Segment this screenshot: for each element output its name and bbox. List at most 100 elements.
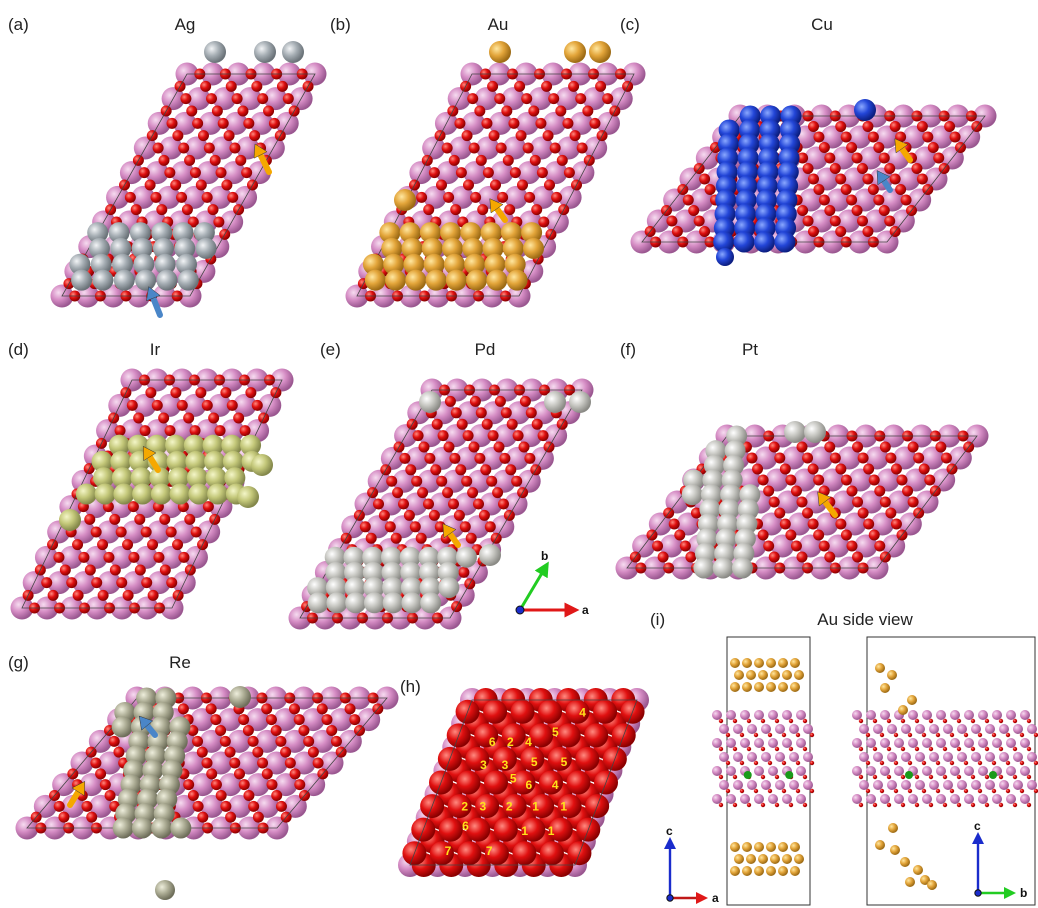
oxygen-atom [859, 747, 863, 751]
lattice-atom [803, 752, 813, 762]
oxygen-atom [127, 400, 138, 411]
lattice-atom [957, 780, 967, 790]
oxygen-atom [239, 779, 250, 790]
oxygen-atom [496, 143, 507, 154]
lattice-atom [1013, 752, 1023, 762]
axis-triad: cb [974, 819, 1027, 900]
gold-atom [754, 866, 764, 876]
oxygen-atom [747, 747, 751, 751]
oxygen-atom [513, 430, 524, 441]
lattice-atom [936, 794, 946, 804]
oxygen-atom [139, 167, 150, 178]
oxygen-atom [887, 803, 891, 807]
cluster-atom [426, 270, 447, 291]
oxygen-atom [803, 163, 814, 174]
lattice-atom [866, 766, 876, 776]
gold-atom [754, 842, 764, 852]
oxygen-atom [1013, 747, 1017, 751]
lattice-atom [992, 738, 1002, 748]
gold-atom [905, 877, 915, 887]
oxygen-atom [887, 775, 891, 779]
lattice-atom [943, 724, 953, 734]
lattice-atom [761, 780, 771, 790]
oxygen-atom [430, 464, 441, 475]
oxygen-atom [775, 719, 779, 723]
lattice-atom [887, 780, 897, 790]
cluster-atom [446, 270, 467, 291]
oxygen-atom [257, 758, 268, 769]
oxygen-atom [443, 192, 454, 203]
cluster-atom [693, 558, 714, 579]
oxygen-atom [887, 747, 891, 751]
oxygen-atom [489, 130, 500, 141]
cluster-atom [734, 232, 755, 253]
oxygen-atom [224, 130, 235, 141]
oxygen-atom [204, 143, 215, 154]
oxygen-atom [740, 761, 744, 765]
oxygen-atom [541, 81, 552, 92]
oxygen-atom [891, 464, 902, 475]
oxygen-atom [159, 514, 170, 525]
oxygen-atom [824, 442, 835, 453]
cluster-atom [804, 421, 826, 443]
oxygen-atom [885, 453, 896, 464]
oxygen-atom [1034, 733, 1038, 737]
oxygen-atom [462, 130, 473, 141]
lattice-atom [740, 794, 750, 804]
oxygen-atom [901, 775, 905, 779]
lattice-atom [908, 738, 918, 748]
oxygen-atom [810, 733, 814, 737]
gold-atom [770, 854, 780, 864]
oxygen-atom [846, 195, 857, 206]
oxygen-atom [192, 118, 203, 129]
lattice-atom [866, 710, 876, 720]
gold-atom [782, 854, 792, 864]
cluster-atom [544, 391, 566, 413]
oxygen-atom [802, 453, 813, 464]
oxygen-atom [519, 442, 530, 453]
oxygen-atom [73, 590, 84, 601]
oxygen-atom [467, 487, 478, 498]
oxygen-atom [1027, 747, 1031, 751]
oxygen-atom [263, 106, 274, 117]
oxygen-atom [943, 775, 947, 779]
oxygen-atom [740, 789, 744, 793]
oxygen-atom [957, 803, 961, 807]
panel-label: (d) [8, 340, 29, 359]
lattice-atom [971, 780, 981, 790]
panel-title: Au [488, 15, 509, 34]
axis-label: b [541, 549, 548, 563]
oxygen-atom [100, 779, 111, 790]
lattice-atom [733, 724, 743, 734]
oxygen-atom [944, 121, 955, 132]
oxygen-atom [78, 552, 89, 563]
cluster-atom [155, 880, 175, 900]
oxygen-atom [366, 533, 377, 544]
oxygen-atom [454, 118, 465, 129]
oxygen-atom [782, 761, 786, 765]
oxygen-atom [808, 464, 819, 475]
cluster-atom [237, 486, 259, 508]
oxygen-atom [919, 464, 930, 475]
oxygen-atom [233, 413, 244, 424]
oxygen-atom [774, 508, 785, 519]
oxygen-atom [847, 541, 858, 552]
oxygen-atom [72, 539, 83, 550]
oxygen-atom [150, 192, 161, 203]
lattice-atom [985, 752, 995, 762]
cluster-atom [784, 421, 806, 443]
oxygen-atom [593, 700, 617, 724]
lattice-atom [978, 766, 988, 776]
oxygen-atom [411, 476, 422, 487]
oxygen-atom [476, 155, 487, 166]
cluster-atom [151, 818, 172, 839]
cluster-atom [114, 270, 135, 291]
oxygen-atom [895, 184, 906, 195]
cluster-atom [394, 189, 416, 211]
oxygen-atom [908, 733, 912, 737]
oxygen-atom [269, 118, 280, 129]
oxygen-atom [908, 789, 912, 793]
oxygen-atom [391, 533, 402, 544]
lattice-atom [761, 752, 771, 762]
gold-atom [766, 866, 776, 876]
